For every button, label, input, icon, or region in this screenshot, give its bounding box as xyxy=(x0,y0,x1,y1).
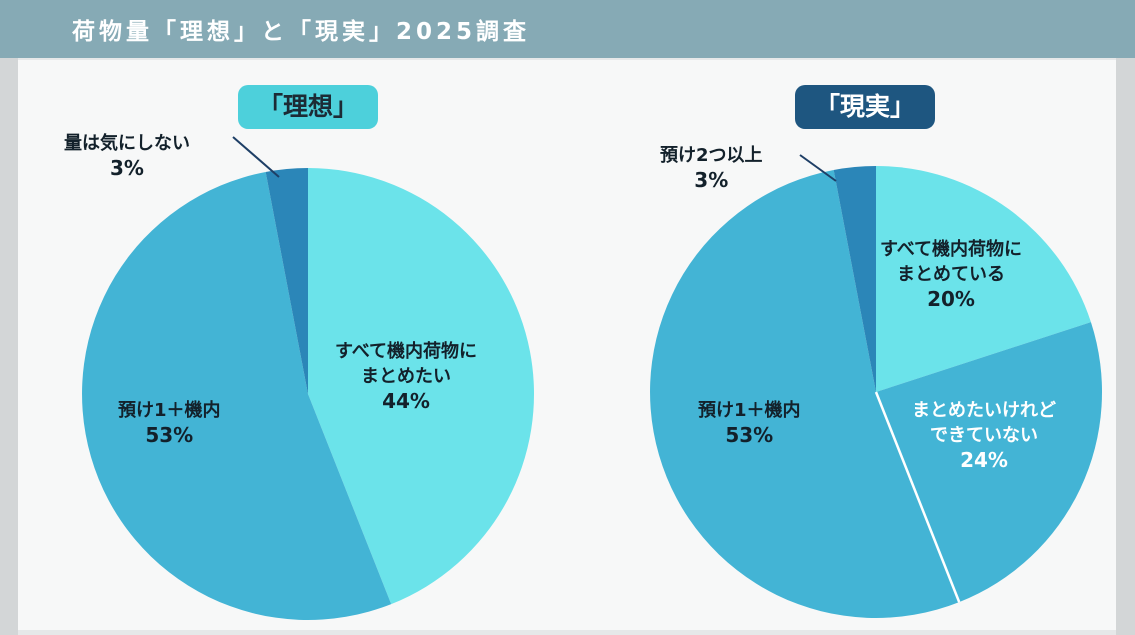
real-leader-line xyxy=(799,154,837,182)
right-edge xyxy=(1116,58,1135,635)
ideal-pie-slice-0 xyxy=(308,168,535,605)
real-pie-separator xyxy=(874,391,961,603)
real-slice-label-carryon: すべて機内荷物に まとめている 20% xyxy=(880,239,1023,311)
real-pie-slice-0 xyxy=(876,166,1091,392)
ideal-slice-label-nocare: 量は気にしない 3% xyxy=(64,133,190,180)
real-slice-label-wanting: まとめたいけれど できていない 24% xyxy=(912,400,1056,472)
ideal-slice-label-carryon: すべて機内荷物に まとめたい 44% xyxy=(335,341,478,413)
real-slice-label-twoplus: 預け2つ以上 3% xyxy=(660,145,763,192)
ideal-pie-slice-2 xyxy=(265,167,308,394)
real-pie-slice-2 xyxy=(650,170,960,618)
ideal-pie-slice-1 xyxy=(82,172,392,620)
left-edge xyxy=(0,58,18,635)
ideal-title-badge: 「理想」 xyxy=(238,85,378,129)
ideal-slice-label-checked: 預け1＋機内 53% xyxy=(118,400,221,447)
header-bar: 荷物量「理想」と「現実」2025調査 xyxy=(0,0,1135,58)
real-slice-label-checked: 預け1＋機内 53% xyxy=(698,400,801,447)
real-pie-slice-3 xyxy=(833,166,876,392)
reality-title-badge: 「現実」 xyxy=(795,85,935,129)
ideal-leader-line xyxy=(232,136,280,178)
page-title: 荷物量「理想」と「現実」2025調査 xyxy=(72,19,531,45)
